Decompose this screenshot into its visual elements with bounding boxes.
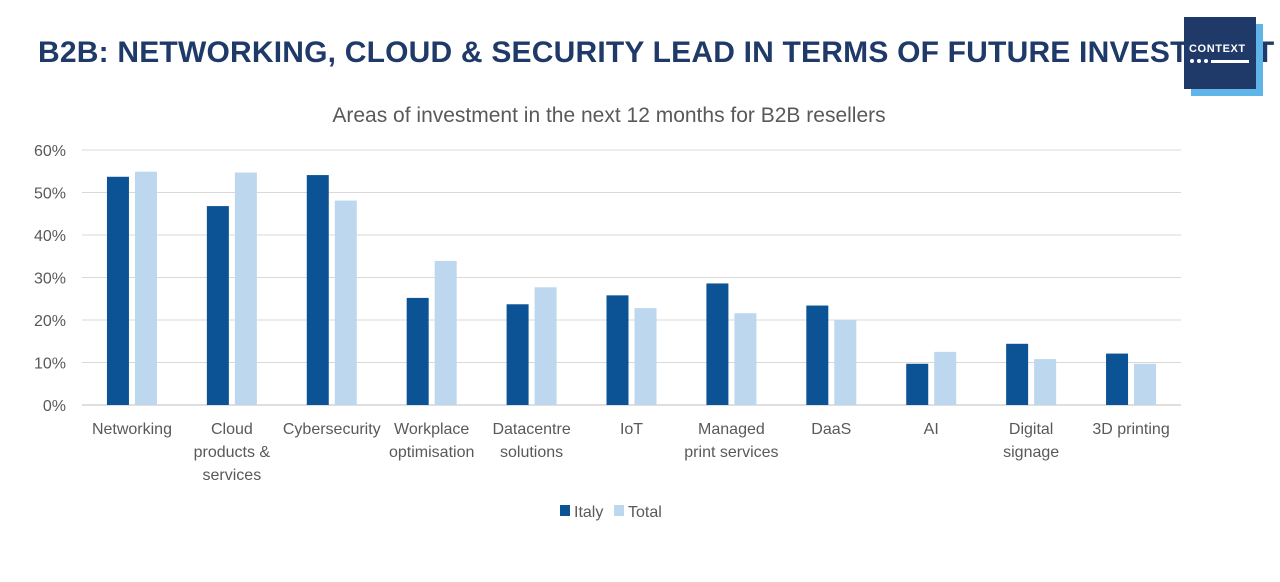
- y-tick-label: 20%: [34, 313, 66, 330]
- logo-dots: [1190, 59, 1208, 63]
- y-tick-label: 50%: [34, 186, 66, 203]
- x-tick-label: DaaS: [811, 421, 851, 438]
- x-tick-label: Managed print services: [684, 421, 778, 461]
- bar-total: [334, 200, 357, 405]
- logo-bar: [1211, 60, 1249, 63]
- bar-total: [1134, 363, 1157, 405]
- x-tick-label: 3D printing: [1092, 421, 1169, 438]
- x-tick-label: Cloud products & services: [194, 421, 271, 484]
- logo-text: CONTEXT: [1189, 43, 1246, 55]
- bar-italy: [506, 304, 529, 405]
- legend: Italy Total: [560, 504, 662, 521]
- x-tick-label: AI: [924, 421, 939, 438]
- context-logo: CONTEXT: [1184, 17, 1256, 89]
- bar-italy: [706, 283, 729, 405]
- x-tick-label: Cybersecurity: [283, 421, 381, 438]
- bar-italy: [306, 175, 329, 405]
- bar-italy: [406, 297, 429, 405]
- bar-italy: [106, 176, 129, 405]
- bar-total: [1034, 359, 1057, 405]
- y-tick-label: 30%: [34, 271, 66, 288]
- y-axis-ticks: 0% 10% 20% 30% 40% 50% 60%: [34, 143, 66, 415]
- x-tick-label: Networking: [92, 421, 172, 438]
- x-tick-label: Digital signage: [1003, 421, 1059, 461]
- x-axis-labels: Networking Cloud products & services Cyberse…: [92, 421, 1170, 484]
- bar-total: [434, 260, 457, 405]
- x-tick-label: IoT: [620, 421, 643, 438]
- y-tick-label: 10%: [34, 356, 66, 373]
- bar-total: [534, 287, 557, 405]
- bar-italy: [206, 206, 229, 405]
- bar-italy: [1006, 343, 1029, 405]
- legend-swatch-total: [614, 505, 624, 516]
- legend-label-italy: Italy: [574, 504, 603, 521]
- bar-italy: [1106, 353, 1129, 405]
- bar-total: [934, 351, 957, 405]
- bar-total: [634, 308, 657, 405]
- y-tick-label: 60%: [34, 143, 66, 160]
- legend-label-total: Total: [628, 504, 662, 521]
- bars: [106, 171, 1157, 405]
- x-tick-label: Datacentre solutions: [492, 421, 570, 461]
- bar-italy: [806, 305, 829, 405]
- bar-total: [834, 320, 857, 405]
- slide-title: B2B: NETWORKING, CLOUD & SECURITY LEAD I…: [38, 36, 1275, 69]
- bar-italy: [606, 295, 629, 405]
- bar-total: [134, 171, 157, 405]
- x-tick-label: Workplace optimisation: [389, 421, 474, 461]
- bar-total: [734, 313, 757, 405]
- chart-title: Areas of investment in the next 12 month…: [332, 104, 885, 127]
- y-tick-label: 40%: [34, 228, 66, 245]
- legend-swatch-italy: [560, 505, 570, 516]
- bar-total: [234, 172, 257, 405]
- bar-italy: [906, 363, 929, 405]
- gridlines: [82, 149, 1181, 406]
- y-tick-label: 0%: [43, 398, 66, 415]
